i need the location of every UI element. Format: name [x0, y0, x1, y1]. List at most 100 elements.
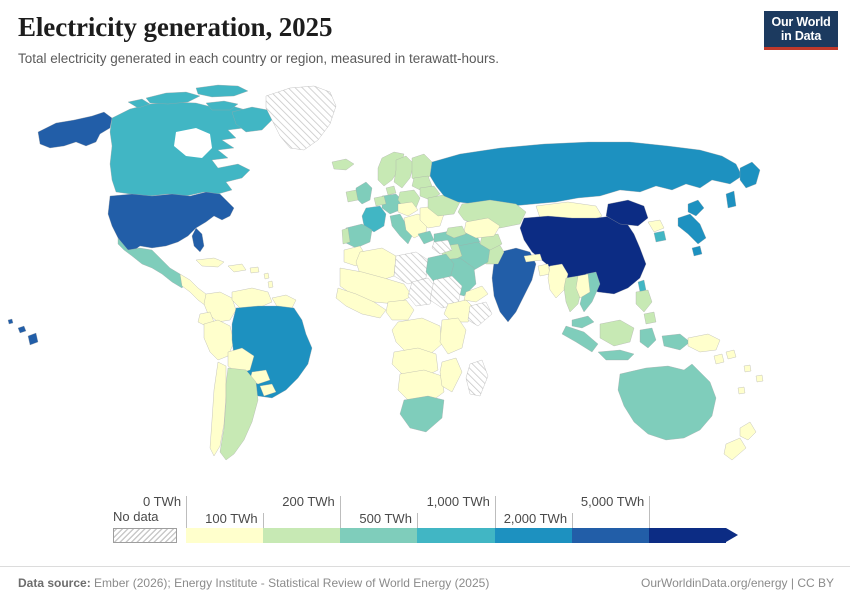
country-malaysia[interactable]: [572, 316, 594, 328]
owid-credit-link[interactable]: OurWorldinData.org/energy | CC BY: [641, 576, 834, 590]
country-iceland[interactable]: [332, 159, 354, 170]
country-myanmar[interactable]: [548, 264, 568, 298]
country-laos-cambodia[interactable]: [576, 274, 590, 298]
country-philippines[interactable]: [636, 290, 656, 324]
legend-bin-7[interactable]: [648, 528, 726, 543]
country-mozambique[interactable]: [440, 358, 462, 392]
country-india[interactable]: [492, 248, 536, 322]
country-canada-arctic-1[interactable]: [146, 92, 200, 104]
country-nigeria[interactable]: [386, 300, 414, 320]
legend-tick-mark-200: [340, 496, 342, 528]
country-indonesia-papua-west[interactable]: [662, 334, 690, 350]
country-nepal-bhutan[interactable]: [524, 254, 542, 262]
country-russia-kamchatka[interactable]: [740, 162, 760, 188]
country-japan[interactable]: [678, 200, 706, 256]
country-somalia[interactable]: [468, 302, 492, 326]
country-bolivia[interactable]: [228, 348, 254, 374]
country-bangladesh[interactable]: [538, 264, 550, 276]
data-source-prefix: Data source:: [18, 576, 91, 590]
chart-footer: Data source: Ember (2026); Energy Instit…: [0, 566, 850, 600]
country-south-korea[interactable]: [654, 231, 666, 242]
country-denmark[interactable]: [386, 186, 396, 195]
country-canada-baffin[interactable]: [232, 107, 272, 132]
world-map-svg[interactable]: [0, 76, 850, 488]
country-argentina[interactable]: [220, 368, 258, 460]
legend-no-data-swatch[interactable]: [113, 528, 177, 543]
country-new-zealand[interactable]: [724, 422, 756, 460]
data-source-text: Ember (2026); Energy Institute - Statist…: [94, 576, 490, 590]
country-chad[interactable]: [408, 278, 436, 306]
country-russia[interactable]: [430, 142, 742, 206]
country-indonesia-borneo[interactable]: [600, 320, 634, 346]
country-portugal[interactable]: [342, 228, 350, 244]
legend-tick-2000: 2,000 TWh: [503, 511, 568, 526]
legend-bin-4[interactable]: [417, 528, 495, 543]
legend-bin-6[interactable]: [571, 528, 649, 543]
country-canada-island-small[interactable]: [128, 99, 150, 108]
country-ethiopia[interactable]: [444, 300, 476, 322]
legend-tick-200: 200 TWh: [282, 494, 335, 509]
legend-bin-2[interactable]: [263, 528, 341, 543]
country-united-states[interactable]: [108, 192, 234, 252]
legend-bin-5[interactable]: [494, 528, 572, 543]
country-mexico[interactable]: [118, 238, 186, 288]
legend-bin-1[interactable]: [186, 528, 264, 543]
data-source: Data source: Ember (2026); Energy Instit…: [18, 576, 489, 590]
country-caucasus[interactable]: [446, 226, 466, 238]
country-venezuela[interactable]: [232, 288, 272, 308]
country-indonesia-sulawesi[interactable]: [640, 328, 656, 348]
country-ireland[interactable]: [346, 190, 358, 202]
country-east-africa[interactable]: [440, 318, 466, 354]
legend-tick-0: 0 TWh: [143, 494, 182, 509]
legend-tick-mark-0: [186, 496, 187, 528]
chart-subtitle: Total electricity generated in each coun…: [18, 51, 499, 67]
country-italy[interactable]: [390, 214, 412, 244]
country-sweden[interactable]: [394, 156, 414, 188]
country-united-kingdom[interactable]: [356, 182, 372, 204]
country-madagascar[interactable]: [466, 360, 488, 396]
legend-tick-mark-100: [263, 513, 265, 528]
country-canada-arctic-3[interactable]: [206, 101, 238, 110]
country-uruguay[interactable]: [260, 384, 276, 396]
country-russia-sakhalin[interactable]: [726, 191, 736, 208]
country-libya[interactable]: [394, 252, 428, 284]
country-hispaniola[interactable]: [228, 264, 246, 272]
country-us-florida[interactable]: [192, 228, 204, 252]
legend-tick-labels: 0 TWh 100 TWh 200 TWh 500 TWh 1,000 TWh 2,000…: [0, 494, 850, 528]
country-west-africa-coast[interactable]: [336, 288, 386, 318]
country-colombia[interactable]: [204, 292, 236, 322]
country-melanesia[interactable]: [714, 354, 724, 364]
legend-open-ended-arrow: [726, 528, 738, 542]
country-syria[interactable]: [432, 240, 452, 254]
country-france[interactable]: [362, 206, 386, 232]
country-china-northeast[interactable]: [606, 200, 648, 226]
country-us-hawaii[interactable]: [8, 319, 38, 345]
country-indonesia-java[interactable]: [598, 350, 634, 360]
country-south-africa[interactable]: [400, 396, 444, 432]
country-canada-arctic-2[interactable]: [196, 85, 248, 97]
owid-logo[interactable]: Our World in Data: [764, 11, 838, 50]
country-yemen-oman[interactable]: [464, 286, 488, 302]
country-cuba[interactable]: [196, 258, 224, 267]
world-map[interactable]: [0, 76, 850, 488]
country-north-korea[interactable]: [648, 220, 664, 232]
legend-tick-1000: 1,000 TWh: [426, 494, 490, 509]
country-benelux[interactable]: [374, 196, 386, 206]
country-afghanistan[interactable]: [480, 234, 502, 250]
country-alaska[interactable]: [38, 112, 112, 148]
country-czech-slovakia-austria[interactable]: [398, 202, 418, 216]
country-lesser-antilles[interactable]: [264, 273, 273, 288]
logo-line-2: in Data: [780, 28, 822, 43]
country-taiwan[interactable]: [638, 280, 646, 292]
country-chile[interactable]: [210, 362, 226, 456]
chart-header: Electricity generation, 2025 Total elect…: [18, 12, 758, 68]
legend-color-bar[interactable]: [186, 528, 738, 543]
country-papua-new-guinea[interactable]: [688, 334, 720, 352]
country-puerto-rico[interactable]: [250, 267, 259, 273]
country-indonesia-sumatra[interactable]: [562, 326, 598, 352]
country-greenland[interactable]: [266, 86, 336, 150]
country-pacific-islands[interactable]: [726, 350, 763, 394]
legend-bin-3[interactable]: [340, 528, 418, 543]
country-australia[interactable]: [618, 364, 716, 440]
legend-tick-500: 500 TWh: [359, 511, 412, 526]
